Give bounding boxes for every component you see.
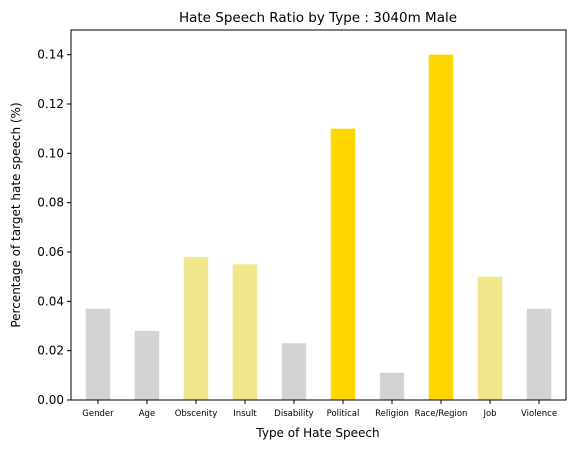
y-tick-label: 0.12 [37, 97, 64, 111]
x-tick-label: Obscenity [175, 409, 218, 419]
y-tick-label: 0.02 [37, 344, 64, 358]
plot-frame [70, 29, 567, 401]
bar-political [330, 128, 356, 400]
x-axis: Gender Age Obscenity Insult Disability Politi… [82, 400, 557, 419]
bars-group [85, 54, 552, 401]
y-tick-label: 0.00 [37, 393, 64, 407]
bar-insult [232, 264, 258, 400]
bar-job [477, 276, 503, 400]
bar-age [134, 330, 160, 400]
x-tick-label: Disability [274, 409, 313, 419]
x-tick-label: Job [482, 409, 496, 419]
y-axis: 0.00 0.02 0.04 0.06 0.08 0.10 0.12 0.14 [37, 48, 71, 407]
x-tick-label: Insult [233, 409, 257, 419]
x-tick-label: Race/Region [415, 409, 468, 419]
y-tick-label: 0.14 [37, 48, 64, 62]
y-axis-label: Percentage of target hate speech (%) [9, 102, 23, 327]
y-tick-label: 0.06 [37, 245, 64, 259]
y-tick-label: 0.04 [37, 294, 64, 308]
chart-title: Hate Speech Ratio by Type : 3040m Male [179, 10, 457, 26]
x-axis-label: Type of Hate Speech [255, 426, 379, 440]
bar-gender [85, 308, 111, 400]
x-tick-label: Gender [82, 409, 114, 419]
y-tick-label: 0.08 [37, 196, 64, 210]
y-tick-label: 0.10 [37, 146, 64, 160]
bar-religion [379, 372, 405, 400]
bar-disability [281, 343, 307, 400]
bar-violence [526, 308, 552, 400]
x-tick-label: Political [327, 409, 360, 419]
x-tick-label: Religion [375, 409, 409, 419]
bar-race-region [428, 54, 454, 401]
bar-obscenity [183, 256, 209, 400]
x-tick-label: Violence [521, 409, 557, 419]
x-tick-label: Age [139, 409, 155, 419]
